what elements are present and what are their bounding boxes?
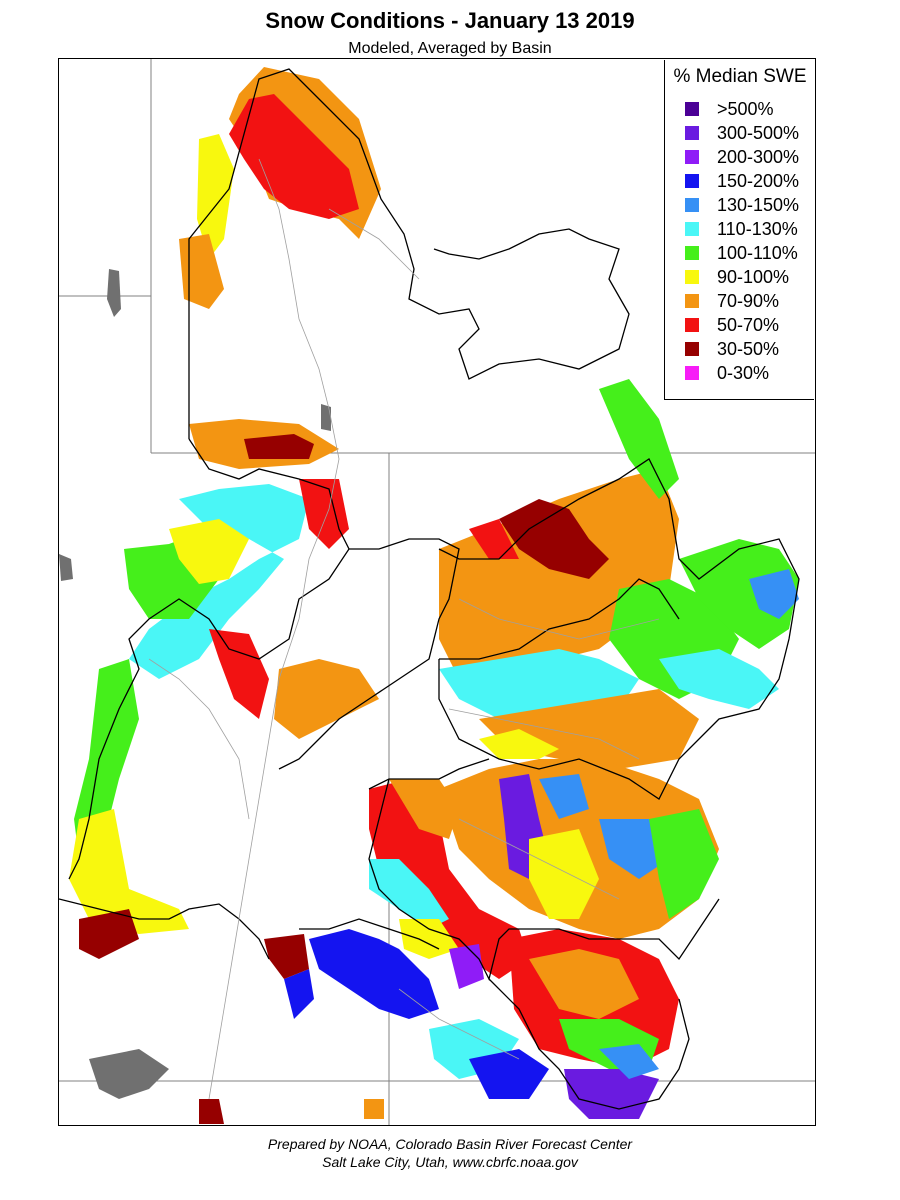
region-darkred-south [264, 934, 309, 979]
region-cyan-nw [129, 484, 309, 679]
region-blue-sanjuan-2 [539, 774, 589, 819]
legend-label: 50-70% [717, 315, 780, 335]
region-yellow-west-strip [69, 809, 189, 934]
legend-label: 90-100% [717, 267, 790, 287]
region-red-north [229, 94, 359, 219]
region-red-colorado [469, 519, 519, 559]
legend-swatch [685, 270, 699, 284]
lakes [59, 269, 331, 1099]
region-darkred-colorado [499, 499, 609, 579]
region-red-nw [299, 479, 349, 549]
region-orange-west [179, 234, 224, 309]
footer-credit: Prepared by NOAA, Colorado Basin River F… [267, 1136, 633, 1152]
legend-label: 30-50% [717, 339, 780, 359]
region-yellow-southcentral [399, 919, 459, 959]
legend-label: 300-500% [717, 123, 800, 143]
region-green-ne [599, 379, 679, 499]
region-darkred-south-small [199, 1099, 224, 1124]
lake-central [321, 404, 331, 431]
region-yellow-gunnison [479, 729, 559, 759]
region-orange-mid [274, 659, 379, 739]
region-yellow-nw [169, 519, 249, 584]
region-orange-southeast [529, 949, 639, 1019]
region-red-mid [209, 629, 269, 719]
swe-regions [69, 67, 799, 1124]
region-blue-southeast [469, 1049, 549, 1099]
legend: % Median SWE >500% 300-500% 200-300% 150… [664, 60, 814, 400]
legend-swatch [685, 126, 699, 140]
legend-swatch [685, 150, 699, 164]
region-blue-southeast-2 [599, 1044, 659, 1079]
region-darkred-sw [79, 909, 139, 959]
legend-label: 110-130% [717, 219, 798, 239]
legend-swatch [685, 246, 699, 260]
region-green-sanjuan [649, 809, 719, 919]
region-yellow-sanjuan [529, 829, 599, 919]
legend-title: % Median SWE [673, 66, 807, 87]
region-darkred-central [244, 434, 314, 459]
legend-swatch [685, 366, 699, 380]
legend-label: 100-110% [717, 243, 798, 263]
legend-swatch [685, 174, 699, 188]
lake-powell [89, 1049, 169, 1099]
region-yellow-north [197, 134, 234, 259]
legend-swatch [685, 198, 699, 212]
region-cyan-colorado-east [659, 649, 779, 709]
lake-north [107, 269, 121, 317]
legend-label: >500% [717, 99, 774, 119]
map-title: Snow Conditions - January 13 2019 [265, 8, 635, 33]
region-cyan-southcentral [369, 859, 449, 929]
region-blue-south-west [284, 969, 314, 1019]
legend-label: 150-200% [717, 171, 800, 191]
region-purple-southeast [564, 1069, 659, 1119]
legend-swatch [685, 222, 699, 236]
region-red-southcentral [369, 779, 529, 979]
map-canvas [59, 59, 815, 1125]
region-orange-southcentral [389, 779, 459, 839]
region-purple-south-small [449, 944, 484, 989]
rivers [148, 158, 660, 1100]
legend-label: 200-300% [717, 147, 800, 167]
lake-west [59, 554, 73, 581]
legend-label: 0-30% [717, 363, 770, 383]
map-subtitle: Modeled, Averaged by Basin [348, 40, 552, 57]
legend-swatch [685, 342, 699, 356]
footer-location: Salt Lake City, Utah, www.cbrfc.noaa.gov [322, 1154, 578, 1170]
legend-swatch [685, 318, 699, 332]
basin-boundaries [59, 68, 800, 1110]
region-orange-south-small [364, 1099, 384, 1119]
legend-swatch [685, 294, 699, 308]
legend-swatch [685, 102, 699, 116]
legend-label: 70-90% [717, 291, 780, 311]
region-blue-south [309, 929, 439, 1019]
legend-label: 130-150% [717, 195, 800, 215]
region-blue-far-east [749, 569, 799, 619]
region-green-far-east [679, 539, 799, 649]
